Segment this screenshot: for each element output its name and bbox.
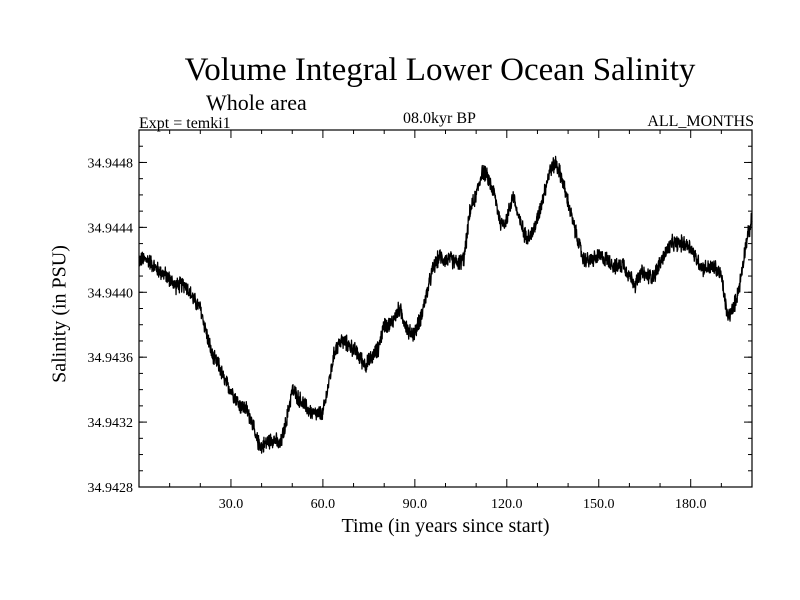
x-tick-label: 120.0	[491, 497, 523, 512]
x-tick-label: 180.0	[675, 497, 707, 512]
chart-subtitle: Whole area	[206, 90, 307, 115]
y-tick-label: 34.9448	[88, 156, 134, 171]
chart-title: Volume Integral Lower Ocean Salinity	[184, 52, 696, 88]
x-tick-label: 30.0	[219, 497, 244, 512]
months-label: ALL_MONTHS	[647, 113, 754, 130]
y-tick-label: 34.9444	[88, 221, 134, 236]
axis-ticks: 30.0 60.0 90.0 120.0 150.0 180.0 34.9428 34.943…	[88, 130, 752, 512]
x-tick-label: 150.0	[583, 497, 615, 512]
experiment-label: Expt = temki1	[139, 115, 231, 132]
x-tick-label: 60.0	[311, 497, 336, 512]
x-axis-label: Time (in years since start)	[341, 515, 550, 537]
y-tick-label: 34.9440	[88, 286, 134, 301]
y-tick-label: 34.9432	[88, 416, 134, 431]
x-tick-label: 90.0	[403, 497, 428, 512]
series-layer	[138, 155, 753, 454]
plot-frame	[138, 129, 753, 488]
period-label: 08.0kyr BP	[403, 110, 476, 127]
series-line-salinity	[138, 155, 753, 454]
y-tick-label: 34.9428	[88, 481, 134, 496]
y-tick-label: 34.9436	[88, 351, 134, 366]
